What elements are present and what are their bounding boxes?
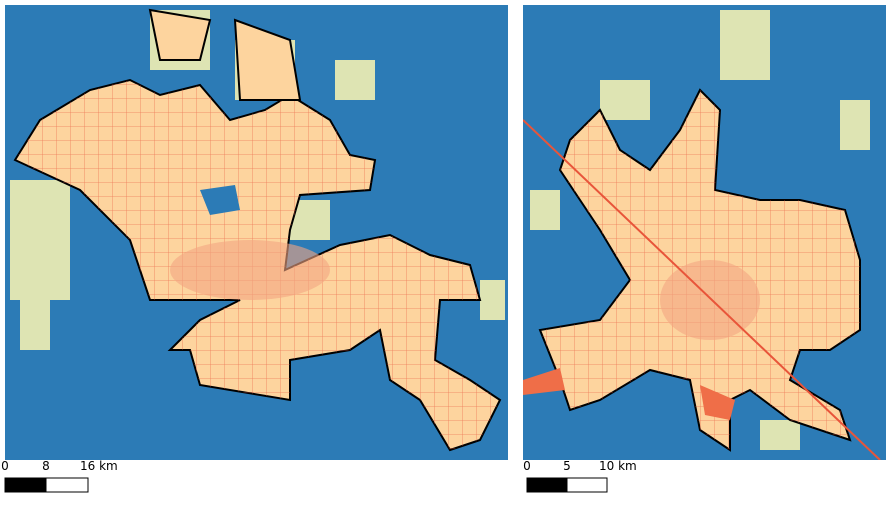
industrial-area	[523, 368, 735, 420]
scale-label: 5	[563, 459, 571, 473]
scale-segment	[526, 477, 568, 493]
scale-label: 0	[523, 459, 531, 473]
scale-segment	[566, 477, 608, 493]
scale-label: 16 km	[80, 459, 118, 473]
highway	[523, 119, 881, 460]
scale-bar-right: 0 5 10 km	[523, 459, 637, 493]
map-panel-right	[523, 5, 886, 460]
map-panel-left	[5, 5, 508, 460]
scale-segment	[4, 477, 47, 493]
scale-label: 0	[1, 459, 9, 473]
urban-core	[660, 260, 760, 340]
scale-label: 10 km	[599, 459, 637, 473]
scale-label: 8	[42, 459, 50, 473]
water	[200, 185, 240, 215]
scale-bar-left: 0 8 16 km	[1, 459, 118, 493]
city-extension	[148, 8, 302, 101]
urban-core	[170, 240, 330, 300]
scale-segment	[45, 477, 89, 493]
